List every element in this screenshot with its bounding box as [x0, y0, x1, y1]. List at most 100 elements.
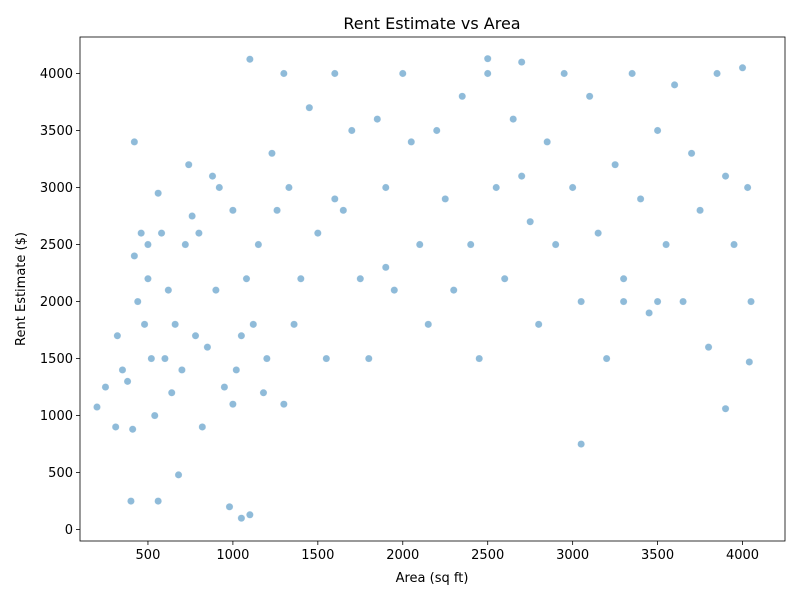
data-point [602, 354, 611, 363]
data-point [93, 403, 101, 411]
chart-title: Rent Estimate vs Area [343, 14, 520, 33]
data-point [611, 160, 619, 169]
data-point [636, 195, 645, 203]
data-point [305, 103, 314, 112]
data-point [619, 274, 628, 283]
data-point [721, 404, 730, 413]
y-tick-label: 2500 [40, 238, 73, 253]
data-point [483, 54, 492, 63]
data-point [154, 189, 162, 198]
data-point [645, 309, 653, 317]
data-point [178, 366, 186, 374]
data-point [280, 69, 288, 78]
data-points [93, 54, 755, 522]
data-point [679, 297, 687, 306]
data-point [441, 195, 450, 203]
data-point [687, 149, 696, 158]
data-point [696, 206, 704, 215]
data-point [314, 229, 322, 237]
y-tick-label: 4000 [40, 67, 73, 82]
data-point [449, 286, 458, 294]
data-point [730, 240, 738, 249]
data-point [215, 183, 224, 192]
data-point [662, 240, 670, 249]
data-point [249, 320, 258, 329]
y-tick-label: 1000 [40, 409, 73, 424]
data-point [331, 195, 339, 203]
data-point [130, 252, 139, 260]
data-point [721, 172, 730, 180]
data-point [285, 183, 293, 192]
data-point [128, 425, 137, 434]
data-point [743, 183, 752, 192]
data-point [225, 502, 234, 511]
data-point [263, 354, 271, 363]
data-point [113, 331, 122, 340]
data-point [568, 183, 577, 192]
data-point [483, 69, 492, 78]
x-tick-label: 500 [136, 548, 161, 563]
data-point [203, 343, 212, 351]
y-tick-label: 0 [65, 523, 73, 538]
data-point [381, 263, 390, 272]
x-tick-label: 4000 [726, 548, 759, 563]
data-point [137, 229, 145, 237]
data-point [331, 69, 339, 78]
data-point [242, 274, 251, 283]
data-point [517, 172, 526, 180]
data-point [577, 297, 585, 306]
x-tick-label: 1000 [216, 548, 249, 563]
y-tick-label: 500 [48, 466, 73, 481]
x-tick-label: 1500 [301, 548, 334, 563]
data-point [534, 320, 543, 329]
data-point [619, 297, 628, 306]
data-point [259, 388, 268, 397]
data-point [118, 366, 127, 374]
x-axis-ticks: 500 1000 1500 2000 2500 3000 3500 4000 [136, 541, 759, 563]
data-point [373, 115, 382, 123]
data-point [432, 126, 441, 135]
data-point [147, 354, 156, 363]
data-point [398, 69, 407, 78]
data-point [220, 383, 229, 391]
data-point [424, 320, 433, 329]
data-point [509, 115, 517, 123]
data-point [181, 240, 190, 249]
data-point [198, 423, 207, 431]
data-point [208, 172, 217, 180]
data-point [356, 274, 365, 283]
data-point [268, 149, 276, 158]
data-point [195, 229, 203, 237]
data-point [171, 320, 179, 329]
data-point [157, 229, 166, 237]
data-point [123, 377, 132, 386]
data-point [704, 343, 713, 351]
data-point [526, 217, 534, 226]
data-point [237, 331, 246, 340]
data-point [140, 320, 149, 329]
x-tick-label: 3500 [641, 548, 674, 563]
data-point [653, 297, 662, 306]
data-point [738, 63, 747, 72]
data-point [144, 274, 152, 283]
y-tick-label: 1500 [40, 352, 73, 367]
data-point [174, 471, 183, 479]
data-point [713, 69, 721, 78]
data-point [212, 286, 220, 294]
data-point [232, 366, 241, 374]
data-point [322, 354, 331, 363]
data-point [237, 514, 246, 522]
data-point [407, 138, 416, 146]
data-point [246, 55, 254, 64]
data-point [144, 240, 152, 249]
data-point [364, 354, 373, 363]
data-point [191, 331, 200, 340]
data-point [246, 510, 254, 519]
data-point [670, 81, 679, 89]
data-point [111, 423, 120, 431]
data-point [101, 383, 110, 391]
data-point [458, 92, 467, 101]
data-point [188, 212, 196, 220]
data-point [254, 240, 263, 249]
data-point [229, 400, 237, 408]
